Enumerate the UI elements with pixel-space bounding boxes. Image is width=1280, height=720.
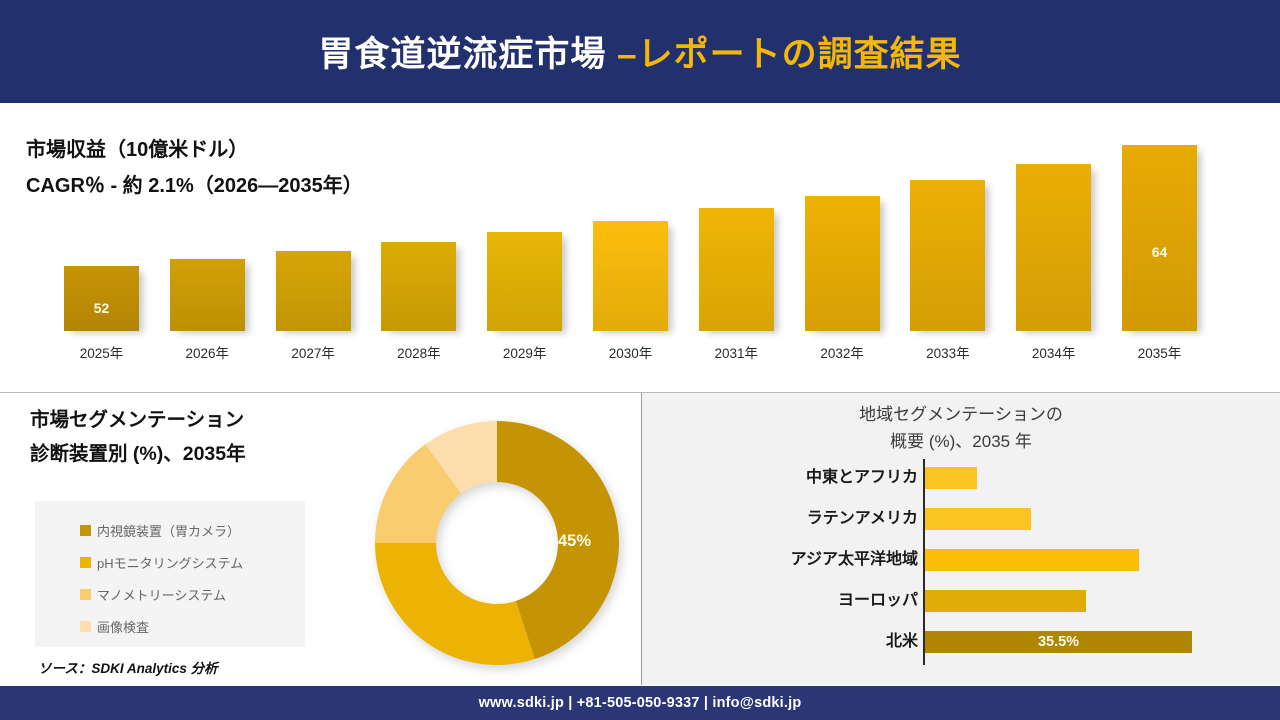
market-revenue-bar-chart: 52 2025年 2026年 2027年 2028年 2029年 2030年 2031年 203… bbox=[0, 140, 1280, 365]
segmentation-title: 市場セグメンテーション 診断装置別 (%)、2035年 bbox=[30, 405, 246, 469]
revenue-bar: 2026年 bbox=[169, 259, 245, 361]
cagr-label: CAGR％ - 約 2.1%（2026―2035年） bbox=[26, 175, 363, 197]
source-note: ソース：SDKI Analytics 分析 bbox=[38, 661, 218, 676]
page-footer: www.sdki.jp | +81-505-050-9337 | info@sd… bbox=[0, 686, 1280, 720]
revenue-bar: 2030年 bbox=[593, 221, 668, 361]
legend-swatch-icon bbox=[80, 556, 91, 568]
revenue-bar-category-label: 2028年 bbox=[397, 346, 441, 361]
revenue-bar-category-label: 2025年 bbox=[79, 346, 124, 361]
legend-item-label: pHモニタリングシステム bbox=[97, 555, 244, 571]
segmentation-title-line1: 市場セグメンテーション bbox=[30, 409, 245, 431]
header-title-wrap: 胃食道逆流症市場 –レポートの調査結果 bbox=[318, 26, 961, 77]
region-chart-axis bbox=[923, 459, 925, 665]
legend-item-label: マノメトリーシステム bbox=[97, 587, 226, 603]
revenue-bar-column: 2031年 bbox=[698, 208, 774, 361]
revenue-bar: 2029年 bbox=[487, 232, 563, 361]
revenue-bar: 2028年 bbox=[381, 242, 457, 361]
region-bar-row: 北米 35.5% bbox=[642, 623, 1280, 661]
region-bar-label: アジア太平洋地域 bbox=[790, 551, 918, 568]
revenue-label: 市場収益（10億米ドル） bbox=[26, 139, 249, 161]
revenue-bar-column: 2028年 bbox=[381, 242, 457, 361]
revenue-bar: 2031年 bbox=[698, 208, 774, 361]
legend-item: 内視鏡装置（胃カメラ） bbox=[35, 514, 305, 546]
donut-slice bbox=[375, 543, 535, 665]
revenue-bar: 64 2035年 bbox=[1122, 145, 1197, 361]
legend-swatch-icon bbox=[80, 620, 91, 632]
donut-legend: 内視鏡装置（胃カメラ） pHモニタリングシステム マノメトリーシステム 画像検査 bbox=[35, 501, 305, 647]
page-title-sub: –レポートの調査結果 bbox=[617, 35, 962, 74]
revenue-bar-column: 64 2035年 bbox=[1122, 145, 1197, 361]
legend-item: 画像検査 bbox=[35, 610, 305, 642]
segmentation-panel: 市場セグメンテーション 診断装置別 (%)、2035年 内視鏡装置（胃カメラ） p… bbox=[0, 393, 641, 685]
revenue-bar-category-label: 2032年 bbox=[820, 346, 864, 361]
revenue-bar: 2032年 bbox=[804, 196, 880, 361]
region-bar bbox=[925, 590, 1086, 612]
revenue-bar-column: 2026年 bbox=[169, 259, 245, 361]
region-bar bbox=[925, 467, 977, 489]
region-bar-row: ラテンアメリカ bbox=[642, 500, 1280, 538]
horizontal-divider bbox=[0, 392, 1280, 393]
region-bar: 35.5% bbox=[925, 631, 1192, 653]
revenue-bar: 2027年 bbox=[275, 251, 351, 361]
region-bar-label: 中東とアフリカ bbox=[805, 469, 918, 486]
region-bar-label: ラテンアメリカ bbox=[806, 510, 918, 527]
revenue-bar-category-label: 2026年 bbox=[185, 346, 230, 361]
donut-slice bbox=[375, 444, 462, 543]
revenue-bar-value: 64 bbox=[1151, 244, 1168, 260]
page-header: 胃食道逆流症市場 –レポートの調査結果 bbox=[0, 0, 1280, 103]
donut-center-percent: 45% bbox=[558, 532, 592, 550]
region-title-line1: 地域セグメンテーションの bbox=[859, 405, 1063, 424]
region-bar-label: ヨーロッパ bbox=[837, 592, 918, 609]
revenue-bar-column: 2034年 bbox=[1016, 164, 1092, 361]
region-title: 地域セグメンテーションの 概要 (%)、2035 年 bbox=[642, 401, 1280, 455]
revenue-bar-column: 52 2025年 bbox=[64, 266, 139, 361]
region-panel: 地域セグメンテーションの 概要 (%)、2035 年 中東とアフリカ ラテンアメリ… bbox=[642, 393, 1280, 685]
legend-item-label: 画像検査 bbox=[97, 619, 150, 635]
legend-swatch-icon bbox=[80, 524, 91, 536]
revenue-bar-value: 52 bbox=[93, 300, 110, 316]
revenue-bar-category-label: 2034年 bbox=[1031, 346, 1076, 361]
donut-slice bbox=[425, 421, 497, 494]
revenue-bar: 52 2025年 bbox=[64, 266, 139, 361]
revenue-bar-category-label: 2033年 bbox=[926, 346, 970, 361]
legend-item-label: 内視鏡装置（胃カメラ） bbox=[97, 523, 241, 539]
revenue-bar: 2033年 bbox=[910, 180, 986, 361]
revenue-bar-column: 2032年 bbox=[804, 196, 880, 361]
region-bar bbox=[925, 508, 1031, 530]
footer-contact-text: www.sdki.jp | +81-505-050-9337 | info@sd… bbox=[478, 695, 802, 711]
legend-item: マノメトリーシステム bbox=[35, 578, 305, 610]
revenue-bar-category-label: 2030年 bbox=[608, 346, 653, 361]
region-bar-chart: 中東とアフリカ ラテンアメリカアジア太平洋地域ヨーロッパ北米 35.5% bbox=[642, 459, 1280, 679]
region-title-line2: 概要 (%)、2035 年 bbox=[890, 432, 1032, 451]
region-bar-row: アジア太平洋地域 bbox=[642, 541, 1280, 579]
region-bar-label: 北米 bbox=[885, 633, 918, 650]
revenue-bar: 2034年 bbox=[1016, 164, 1092, 361]
legend-swatch-icon bbox=[80, 588, 91, 600]
revenue-bar-category-label: 2027年 bbox=[291, 346, 335, 361]
donut-svg bbox=[375, 421, 619, 665]
device-donut-chart: 45% bbox=[374, 420, 620, 666]
revenue-bar-category-label: 2029年 bbox=[502, 346, 547, 361]
revenue-bar-column: 2030年 bbox=[593, 221, 668, 361]
revenue-bar-column: 2027年 bbox=[275, 251, 351, 361]
page-title-main: 胃食道逆流症市場 bbox=[318, 35, 618, 74]
revenue-bar-category-label: 2035年 bbox=[1137, 346, 1182, 361]
revenue-bar-column: 2029年 bbox=[487, 232, 563, 361]
donut-slice bbox=[497, 421, 619, 660]
region-bar-row: 中東とアフリカ bbox=[642, 459, 1280, 497]
region-bar-value: 35.5% bbox=[1037, 634, 1080, 650]
vertical-divider bbox=[641, 393, 642, 685]
region-bar-row: ヨーロッパ bbox=[642, 582, 1280, 620]
segmentation-title-line2: 診断装置別 (%)、2035年 bbox=[30, 443, 246, 465]
revenue-bar-category-label: 2031年 bbox=[714, 346, 759, 361]
legend-item: pHモニタリングシステム bbox=[35, 546, 305, 578]
revenue-bar-column: 2033年 bbox=[910, 180, 986, 361]
revenue-chart-labels: 市場収益（10億米ドル） CAGR％ - 約 2.1%（2026―2035年） bbox=[26, 134, 363, 202]
region-bar bbox=[925, 549, 1139, 571]
